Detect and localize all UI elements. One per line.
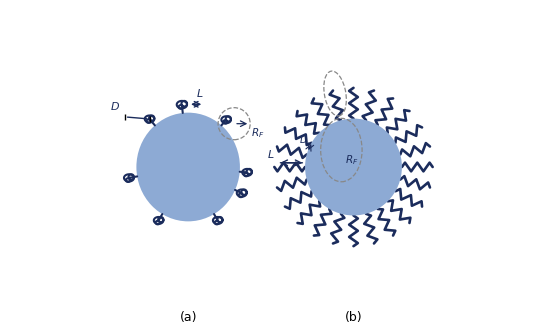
Text: $L$: $L$ <box>196 87 204 99</box>
Text: $R_F$: $R_F$ <box>251 126 265 140</box>
Text: $L$: $L$ <box>267 148 275 160</box>
Text: $D$: $D$ <box>109 100 120 112</box>
Ellipse shape <box>136 113 240 221</box>
Text: (a): (a) <box>179 311 197 324</box>
Text: $R_F$: $R_F$ <box>345 153 358 167</box>
Text: (b): (b) <box>345 311 362 324</box>
Text: $D$: $D$ <box>299 133 309 145</box>
Ellipse shape <box>305 119 402 215</box>
